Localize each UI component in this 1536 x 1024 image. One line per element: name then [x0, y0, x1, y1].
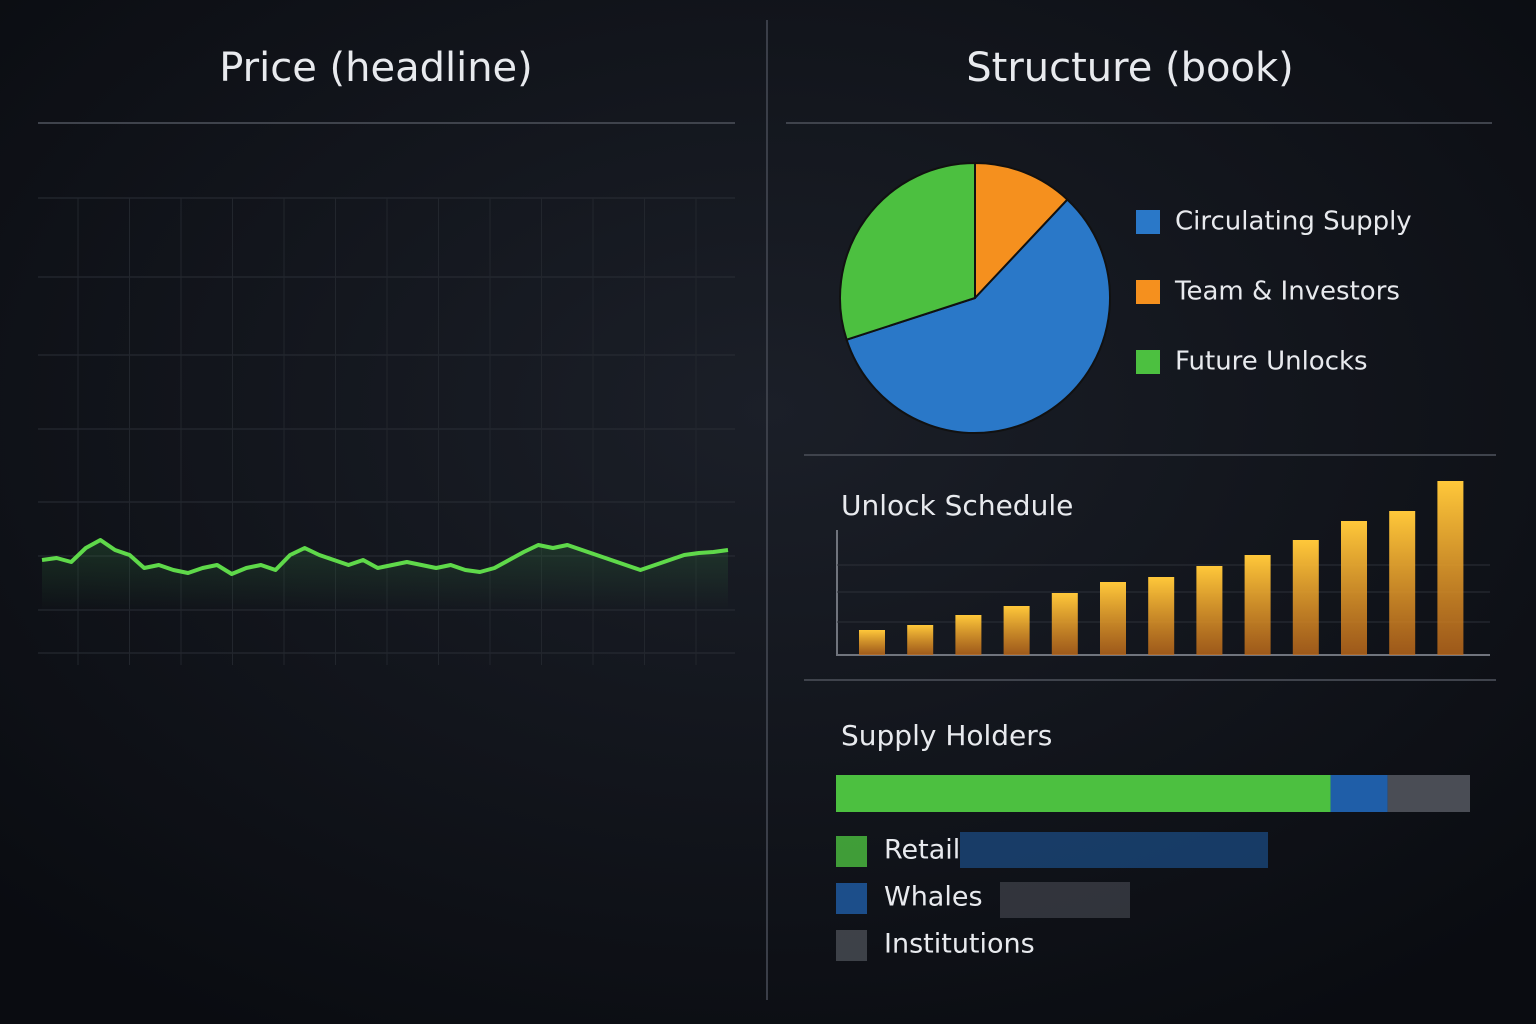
- decor-bar: [960, 832, 1268, 868]
- panel-title: Structure (book): [966, 45, 1294, 91]
- bar: [1341, 521, 1367, 655]
- bar: [1389, 511, 1416, 655]
- pie-slice: [839, 161, 976, 341]
- legend-swatch: [1136, 350, 1160, 374]
- bar: [955, 615, 982, 655]
- pie-slice: [845, 198, 1111, 434]
- bar: [859, 630, 885, 655]
- legend-swatch: [836, 930, 867, 961]
- legend-swatch: [1136, 210, 1160, 234]
- area: [42, 540, 728, 610]
- panel-title: Price (headline): [219, 45, 533, 91]
- legend-label: Future Unlocks: [1175, 347, 1368, 377]
- legend-label: Team & Investors: [1174, 277, 1400, 307]
- bar: [907, 625, 934, 655]
- bar: [1196, 566, 1223, 655]
- pie-slice: [974, 161, 1069, 301]
- bar: [1051, 593, 1078, 655]
- chart-title: Supply Holders: [841, 719, 1052, 752]
- bar: [1003, 606, 1030, 655]
- legend-label: Whales: [884, 882, 983, 913]
- legend-label: Circulating Supply: [1175, 207, 1412, 237]
- decor-bar: [1000, 882, 1130, 918]
- chart-title: Unlock Schedule: [841, 489, 1073, 522]
- legend-swatch: [1136, 280, 1160, 304]
- bar-segment: [1330, 775, 1388, 812]
- bar: [1437, 481, 1464, 655]
- bar-segment: [836, 775, 1331, 812]
- legend-label: Institutions: [884, 929, 1035, 960]
- legend-swatch: [836, 836, 867, 867]
- bar: [1292, 540, 1319, 655]
- bar-segment: [1387, 775, 1470, 812]
- bar: [1100, 582, 1126, 655]
- price-line: [41, 538, 729, 576]
- legend-swatch: [836, 883, 867, 914]
- legend-label: Retail: [884, 835, 960, 866]
- bar: [1244, 555, 1271, 655]
- bar: [1148, 577, 1175, 655]
